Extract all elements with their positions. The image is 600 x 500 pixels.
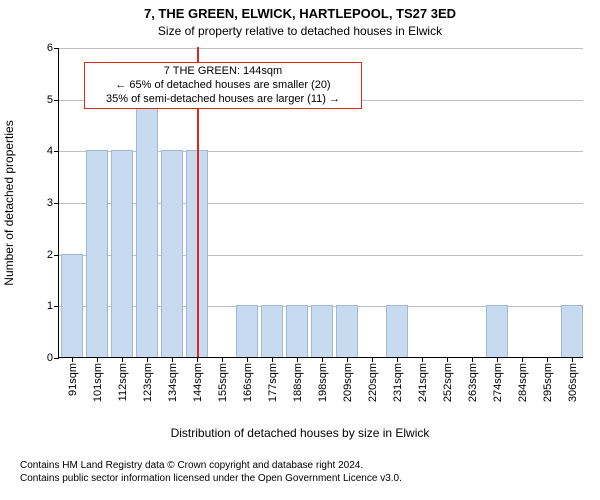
annotation-line: ← 65% of detached houses are smaller (20… bbox=[91, 79, 355, 93]
x-tick-label: 123sqm bbox=[140, 363, 154, 402]
y-axis-label: Number of detached properties bbox=[2, 120, 16, 285]
x-tick-mark bbox=[122, 357, 123, 362]
x-tick-label: 91sqm bbox=[65, 363, 79, 396]
x-tick-label: 101sqm bbox=[90, 363, 104, 402]
x-tick-mark bbox=[447, 357, 448, 362]
x-tick-label: 112sqm bbox=[115, 363, 129, 401]
x-tick-label: 198sqm bbox=[315, 363, 329, 402]
x-tick-mark bbox=[322, 357, 323, 362]
x-tick-label: 252sqm bbox=[440, 363, 454, 402]
x-tick-label: 144sqm bbox=[190, 363, 204, 402]
x-tick-label: 209sqm bbox=[340, 363, 354, 402]
bar bbox=[561, 305, 583, 357]
x-tick-label: 166sqm bbox=[240, 363, 254, 402]
y-tick-label: 4 bbox=[47, 145, 59, 157]
x-axis-label: Distribution of detached houses by size … bbox=[0, 426, 600, 440]
x-tick-mark bbox=[572, 357, 573, 362]
x-tick-mark bbox=[547, 357, 548, 362]
bar bbox=[286, 305, 308, 357]
x-tick-mark bbox=[347, 357, 348, 362]
x-tick-mark bbox=[197, 357, 198, 362]
chart-subtitle: Size of property relative to detached ho… bbox=[0, 24, 600, 38]
bar bbox=[336, 305, 358, 357]
x-tick-mark bbox=[247, 357, 248, 362]
bar bbox=[311, 305, 333, 357]
bar bbox=[86, 150, 108, 357]
x-tick-label: 263sqm bbox=[465, 363, 479, 402]
x-tick-label: 274sqm bbox=[490, 363, 504, 402]
x-tick-label: 306sqm bbox=[565, 363, 579, 402]
y-tick-label: 2 bbox=[47, 249, 59, 261]
annotation-line: 7 THE GREEN: 144sqm bbox=[91, 65, 355, 79]
bar bbox=[486, 305, 508, 357]
y-tick-label: 6 bbox=[47, 42, 59, 54]
x-tick-mark bbox=[472, 357, 473, 362]
x-tick-label: 241sqm bbox=[415, 363, 429, 402]
x-tick-label: 220sqm bbox=[365, 363, 379, 402]
x-tick-label: 231sqm bbox=[390, 363, 404, 402]
x-tick-mark bbox=[522, 357, 523, 362]
x-tick-label: 177sqm bbox=[265, 363, 279, 402]
bar bbox=[261, 305, 283, 357]
annotation-box: 7 THE GREEN: 144sqm← 65% of detached hou… bbox=[84, 62, 362, 109]
y-tick-label: 5 bbox=[47, 94, 59, 106]
x-tick-mark bbox=[222, 357, 223, 362]
x-tick-mark bbox=[72, 357, 73, 362]
footer-line: Contains public sector information licen… bbox=[20, 473, 600, 486]
bar bbox=[236, 305, 258, 357]
y-tick-label: 0 bbox=[47, 352, 59, 364]
x-tick-mark bbox=[147, 357, 148, 362]
x-tick-label: 284sqm bbox=[515, 363, 529, 402]
x-tick-mark bbox=[297, 357, 298, 362]
bar bbox=[111, 150, 133, 357]
footer-line: Contains HM Land Registry data © Crown c… bbox=[20, 460, 600, 473]
x-tick-mark bbox=[422, 357, 423, 362]
bar bbox=[161, 150, 183, 357]
footer-attribution: Contains HM Land Registry data © Crown c… bbox=[20, 460, 600, 485]
x-tick-label: 188sqm bbox=[290, 363, 304, 402]
x-tick-mark bbox=[97, 357, 98, 362]
x-tick-mark bbox=[497, 357, 498, 362]
x-tick-mark bbox=[397, 357, 398, 362]
plot-area: 012345691sqm101sqm112sqm123sqm134sqm144s… bbox=[58, 48, 583, 358]
chart-title: 7, THE GREEN, ELWICK, HARTLEPOOL, TS27 3… bbox=[0, 6, 600, 21]
x-tick-mark bbox=[372, 357, 373, 362]
x-tick-mark bbox=[172, 357, 173, 362]
x-tick-label: 295sqm bbox=[540, 363, 554, 402]
bar bbox=[61, 254, 83, 357]
y-tick-label: 3 bbox=[47, 197, 59, 209]
x-tick-mark bbox=[272, 357, 273, 362]
annotation-line: 35% of semi-detached houses are larger (… bbox=[91, 93, 355, 107]
gridline bbox=[59, 48, 583, 49]
y-tick-label: 1 bbox=[47, 300, 59, 312]
x-tick-label: 134sqm bbox=[165, 363, 179, 402]
bar bbox=[386, 305, 408, 357]
x-tick-label: 155sqm bbox=[215, 363, 229, 402]
bar bbox=[136, 99, 158, 357]
